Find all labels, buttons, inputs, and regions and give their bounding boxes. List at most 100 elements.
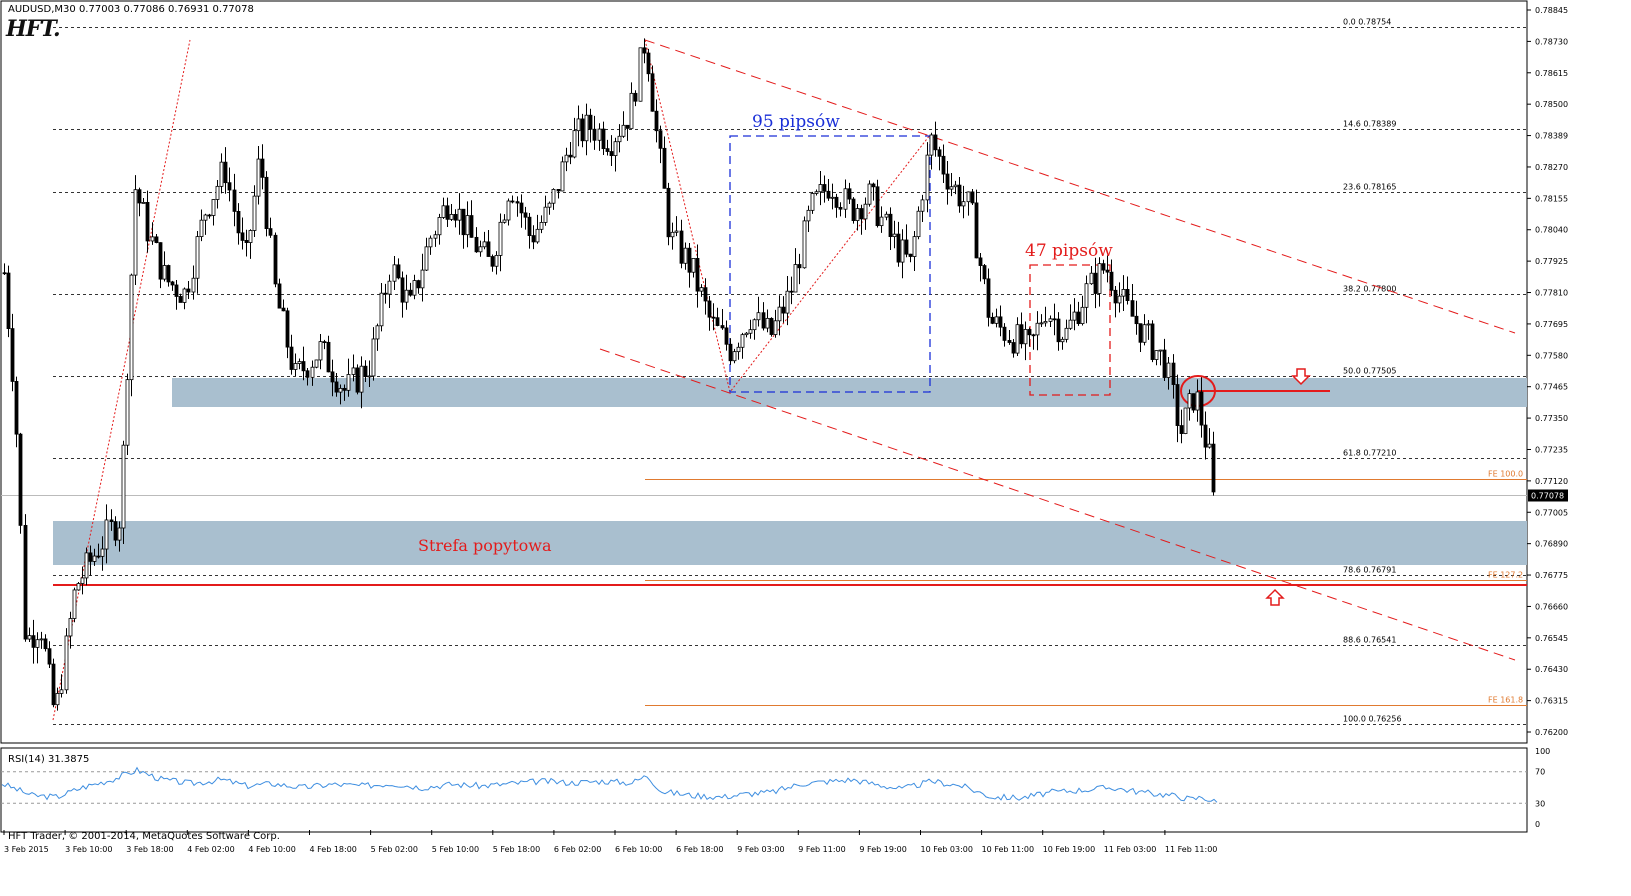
fib-label: 88.6 0.76541	[1343, 636, 1396, 645]
candle-body	[174, 284, 179, 297]
hft-logo: HFT.	[6, 16, 61, 42]
candle-body	[506, 200, 511, 221]
candle-body	[556, 189, 561, 192]
candle-body	[695, 258, 700, 292]
time-tick-label: 5 Feb 02:00	[371, 845, 418, 854]
candle-body	[338, 387, 343, 393]
candle-body	[170, 281, 175, 286]
candle-body	[1011, 342, 1016, 354]
candle-body	[1162, 349, 1167, 378]
candle-body	[35, 639, 40, 648]
candle-body	[416, 280, 421, 289]
candle-body	[629, 92, 634, 129]
fib-label: 100.0 0.76256	[1343, 715, 1402, 724]
time-tick-label: 3 Feb 2015	[4, 845, 49, 854]
candle-body	[293, 363, 298, 370]
candle-body	[642, 47, 647, 54]
time-tick-label: 9 Feb 19:00	[859, 845, 906, 854]
candle-body	[100, 548, 105, 557]
candle-body	[1175, 384, 1180, 426]
candle-body	[752, 319, 757, 331]
candle-body	[244, 240, 249, 243]
time-tick-label: 6 Feb 18:00	[676, 845, 723, 854]
candle-body	[547, 202, 552, 208]
candle-body	[498, 221, 503, 256]
candle-body	[1146, 323, 1151, 326]
candle-body	[150, 236, 155, 242]
candle-body	[330, 371, 335, 383]
rsi-line	[1, 766, 1218, 803]
candle-body	[588, 114, 593, 130]
time-tick-label: 4 Feb 18:00	[310, 845, 357, 854]
candle-body	[925, 154, 930, 201]
candle-body	[1035, 322, 1040, 336]
candle-body	[966, 191, 971, 203]
candle-body	[560, 161, 565, 192]
candle-body	[941, 155, 946, 175]
candle-body	[367, 375, 372, 378]
candle-body	[129, 274, 134, 381]
time-tick-label: 11 Feb 11:00	[1165, 845, 1217, 854]
candle-body	[884, 213, 889, 218]
candle-body	[273, 234, 278, 285]
candle-body	[597, 128, 602, 141]
candle-body	[674, 230, 679, 233]
candle-body	[1105, 269, 1110, 273]
price-tick-label: 0.77695	[1535, 320, 1568, 329]
candle-body	[494, 254, 499, 267]
price-tick-label: 0.77120	[1535, 477, 1568, 486]
candle-body	[515, 201, 520, 204]
candle-body	[888, 213, 893, 238]
candle-body	[219, 161, 224, 187]
candle-body	[605, 148, 610, 152]
candle-body	[785, 290, 790, 314]
rsi-frame	[0, 747, 1528, 833]
candle-body	[469, 215, 474, 238]
candle-body	[773, 320, 778, 335]
candle-body	[1113, 289, 1118, 304]
price-tick-label: 0.76545	[1535, 634, 1568, 643]
candle-body	[510, 200, 515, 203]
candle-body	[818, 184, 823, 193]
current-price-label: 0.77078	[1531, 492, 1564, 501]
candle-body	[863, 203, 868, 220]
candle-body	[765, 317, 770, 329]
candle-body	[679, 230, 684, 264]
candle-body	[871, 183, 876, 188]
candle-body	[720, 325, 725, 329]
candle-body	[1142, 324, 1147, 343]
candle-body	[806, 209, 811, 222]
candle-body	[39, 638, 44, 641]
candle-body	[474, 236, 479, 253]
candle-body	[900, 239, 905, 263]
time-tick-label: 3 Feb 10:00	[65, 845, 112, 854]
price-tick-label: 0.78615	[1535, 69, 1568, 78]
candle-body	[625, 124, 630, 129]
price-tick-label: 0.77465	[1535, 383, 1568, 392]
candle-body	[908, 253, 913, 257]
candle-body	[166, 265, 171, 283]
candle-body	[113, 521, 118, 541]
price-tick-label: 0.76200	[1535, 728, 1568, 737]
candle-body	[523, 212, 528, 218]
candle-body	[408, 289, 413, 296]
candle-body	[215, 185, 220, 200]
candle-body	[490, 256, 495, 267]
candle-body	[433, 234, 438, 239]
candle-body	[289, 346, 294, 370]
candle-body	[945, 173, 950, 190]
candle-body	[1060, 338, 1065, 343]
candle-body	[1007, 340, 1012, 343]
candle-body	[297, 361, 302, 364]
candle-body	[1048, 318, 1053, 322]
candle-body	[191, 277, 196, 293]
candle-body	[363, 365, 368, 378]
price-tick-label: 0.76430	[1535, 665, 1568, 674]
candle-body	[72, 589, 77, 619]
candle-body	[43, 638, 48, 650]
candle-body	[342, 387, 347, 391]
time-tick-label: 4 Feb 10:00	[248, 845, 295, 854]
candle-body	[285, 310, 290, 348]
time-tick-label: 9 Feb 11:00	[798, 845, 845, 854]
